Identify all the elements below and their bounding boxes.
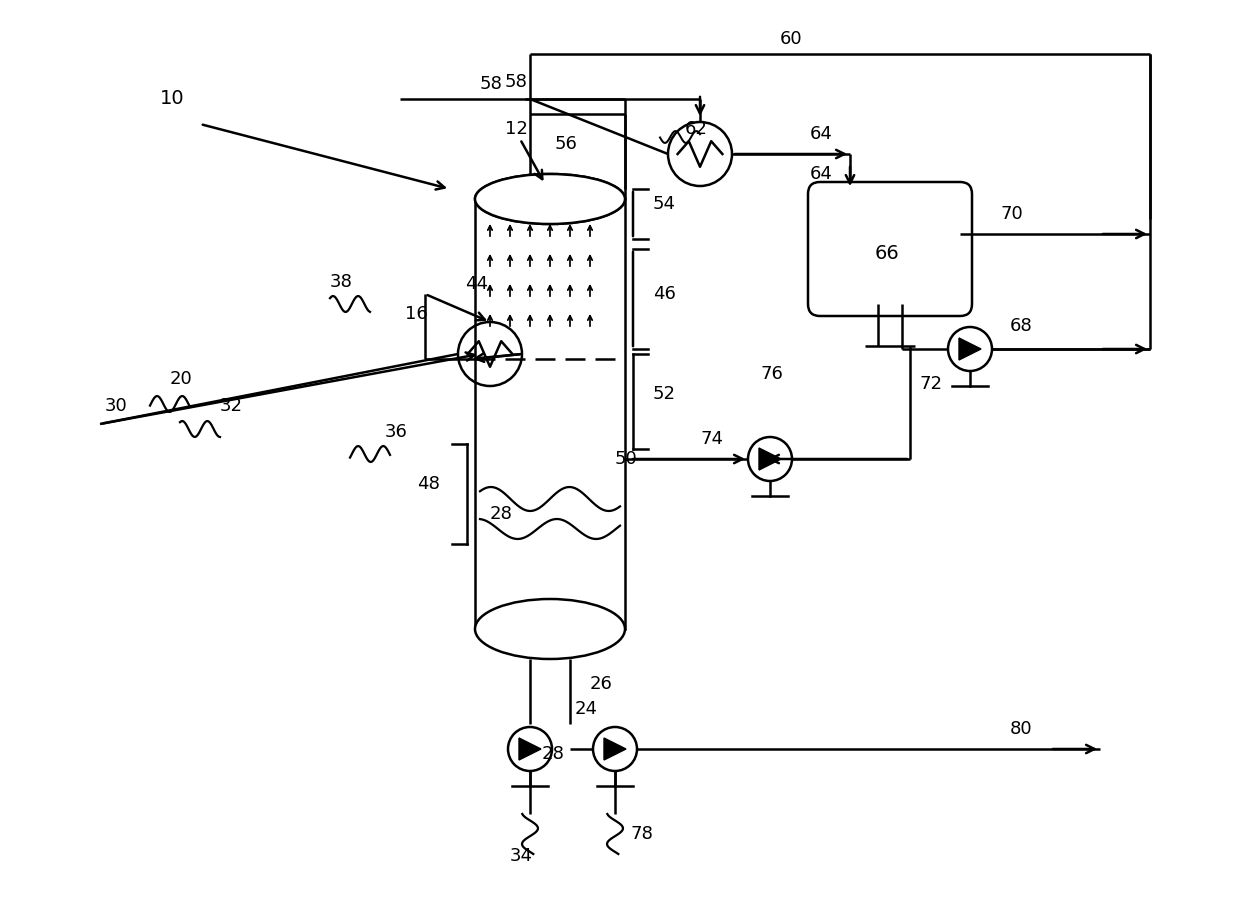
Polygon shape	[520, 738, 541, 760]
Text: 28: 28	[490, 505, 513, 523]
Text: 46: 46	[653, 285, 676, 303]
Text: 50: 50	[615, 450, 637, 468]
Text: 74: 74	[701, 430, 723, 448]
Text: 70: 70	[999, 205, 1023, 223]
Text: 56: 56	[556, 135, 578, 153]
Text: 30: 30	[105, 397, 128, 415]
Text: 72: 72	[920, 375, 942, 393]
Text: 64: 64	[810, 125, 833, 143]
Text: 60: 60	[780, 30, 802, 48]
Text: 26: 26	[590, 675, 613, 693]
Text: 12: 12	[505, 120, 528, 138]
Bar	[475, 199, 625, 629]
Text: 64: 64	[810, 165, 833, 183]
Text: 32: 32	[219, 397, 243, 415]
Text: 10: 10	[160, 89, 185, 108]
Text: 58: 58	[505, 73, 528, 91]
Ellipse shape	[475, 174, 625, 224]
Text: 16: 16	[405, 305, 428, 323]
Text: 58: 58	[480, 75, 503, 93]
Text: 76: 76	[760, 365, 782, 383]
Text: 62: 62	[684, 120, 708, 138]
Text: 28: 28	[542, 745, 565, 763]
Text: 44: 44	[465, 275, 489, 293]
Text: 52: 52	[653, 385, 676, 403]
Text: 66: 66	[875, 244, 900, 263]
Polygon shape	[959, 338, 981, 360]
Text: 68: 68	[1011, 317, 1033, 335]
Text: 48: 48	[417, 475, 440, 493]
Text: 34: 34	[510, 847, 533, 865]
Ellipse shape	[475, 599, 625, 659]
Text: 38: 38	[330, 273, 353, 291]
Text: 20: 20	[170, 370, 192, 388]
Text: 54: 54	[653, 195, 676, 213]
Text: 78: 78	[630, 825, 653, 843]
Text: 36: 36	[384, 423, 408, 441]
FancyBboxPatch shape	[808, 182, 972, 316]
Polygon shape	[759, 448, 781, 470]
Text: 80: 80	[1011, 720, 1033, 738]
Text: 24: 24	[575, 700, 598, 718]
Polygon shape	[604, 738, 626, 760]
